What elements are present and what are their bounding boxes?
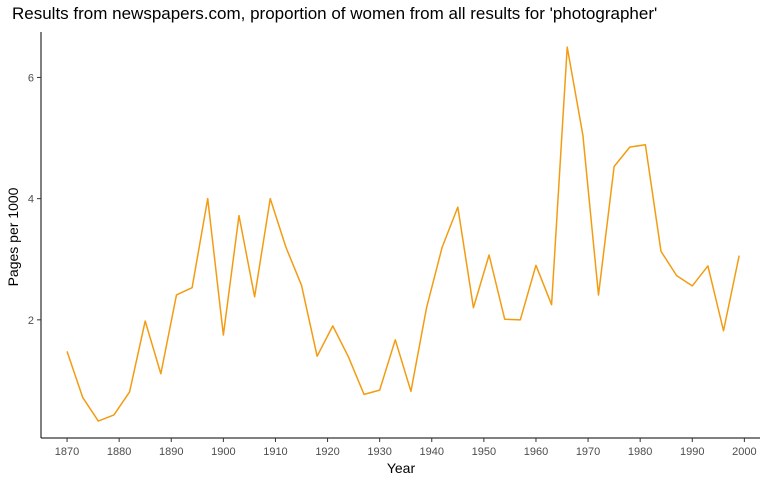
- x-tick-label: 1930: [367, 446, 391, 458]
- y-tick-label: 2: [28, 315, 34, 327]
- x-tick-label: 1940: [420, 446, 444, 458]
- x-tick-label: 1880: [107, 446, 131, 458]
- y-axis-ticks: 2 4 6: [28, 72, 41, 327]
- x-tick-label: 1910: [263, 446, 287, 458]
- series-line: [66, 46, 740, 422]
- series-layer: [66, 46, 740, 422]
- plot-area: 1870 1880 1890 1900 1910 1920 1930 1940 1950 1960…: [28, 32, 760, 458]
- x-tick-label: 1970: [576, 446, 600, 458]
- x-tick-label: 1990: [680, 446, 704, 458]
- x-tick-label: 1870: [55, 446, 79, 458]
- x-tick-label: 1900: [211, 446, 235, 458]
- chart-title: Results from newspapers.com, proportion …: [12, 4, 657, 23]
- x-tick-label: 1920: [315, 446, 339, 458]
- x-axis-ticks: 1870 1880 1890 1900 1910 1920 1930 1940 1950 1960…: [55, 438, 757, 458]
- x-tick-label: 1890: [159, 446, 183, 458]
- y-tick-label: 6: [28, 72, 34, 84]
- y-tick-label: 4: [28, 194, 34, 206]
- x-tick-label: 1950: [472, 446, 496, 458]
- x-axis-label: Year: [387, 460, 416, 476]
- y-axis-label: Pages per 1000: [5, 187, 21, 286]
- x-tick-label: 1980: [628, 446, 652, 458]
- x-tick-label: 2000: [732, 446, 756, 458]
- x-tick-label: 1960: [524, 446, 548, 458]
